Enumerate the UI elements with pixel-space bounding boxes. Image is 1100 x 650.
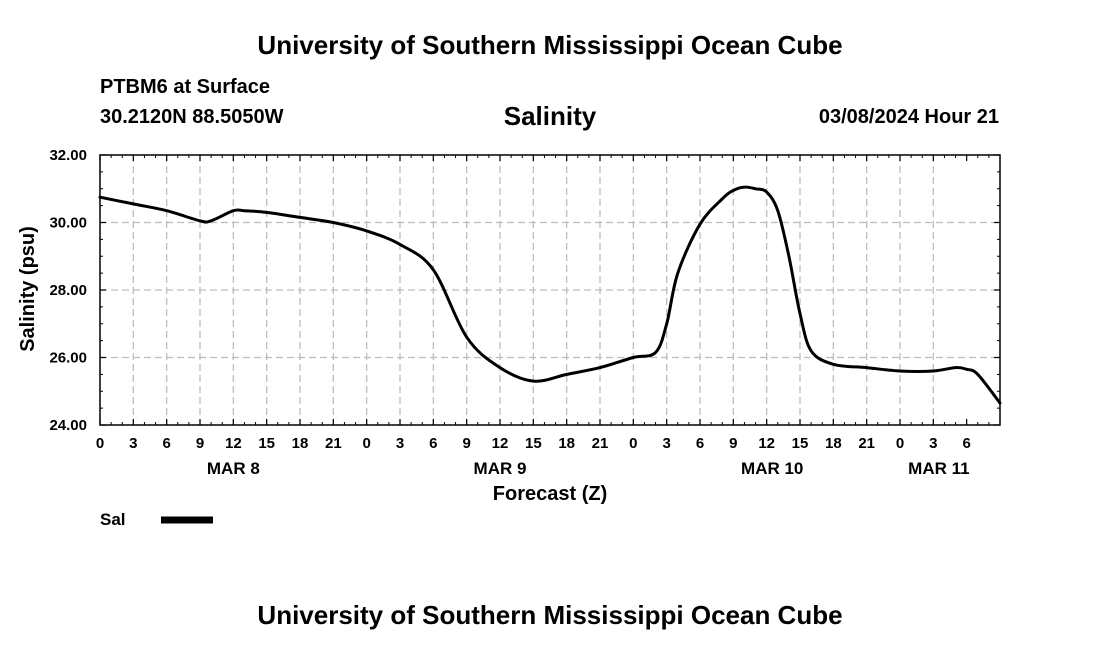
day-label: MAR 11 bbox=[908, 459, 969, 478]
y-tick-label: 24.00 bbox=[49, 417, 87, 434]
axes bbox=[99, 154, 1001, 426]
y-tick-label: 30.00 bbox=[49, 215, 87, 232]
x-tick-label: 3 bbox=[662, 435, 670, 452]
x-tick-label: 21 bbox=[592, 435, 609, 452]
x-tick-label: 6 bbox=[162, 435, 170, 452]
x-tick-label: 6 bbox=[696, 435, 704, 452]
day-labels: MAR 8 MAR 9 MAR 10 MAR 11 bbox=[207, 459, 970, 478]
x-tick-label: 0 bbox=[896, 435, 904, 452]
plot-frame bbox=[99, 154, 1001, 426]
page-title: University of Southern Mississippi Ocean… bbox=[257, 30, 843, 60]
x-tick-label: 15 bbox=[258, 435, 275, 452]
x-tick-label: 21 bbox=[325, 435, 342, 452]
x-tick-label: 18 bbox=[558, 435, 575, 452]
x-tick-label: 0 bbox=[362, 435, 370, 452]
x-tick-label: 9 bbox=[729, 435, 737, 452]
legend-label: Sal bbox=[100, 510, 126, 529]
series-line-sal bbox=[98, 185, 1002, 405]
x-tick-label: 9 bbox=[462, 435, 470, 452]
x-tick-label: 0 bbox=[96, 435, 104, 452]
x-tick-label: 12 bbox=[225, 435, 242, 452]
x-tick-labels: 0 3 6 9 12 15 18 21 0 3 6 9 12 15 18 21 0 3 6 9 12 15 18 21 0 3 6 bbox=[96, 435, 971, 452]
x-tick-label: 21 bbox=[858, 435, 875, 452]
day-label: MAR 9 bbox=[474, 459, 527, 478]
station-coordinates: 30.2120N 88.5050W bbox=[100, 106, 284, 128]
x-tick-label: 18 bbox=[825, 435, 842, 452]
day-label: MAR 10 bbox=[741, 459, 803, 478]
grid-lines bbox=[100, 155, 1000, 425]
x-tick-label: 3 bbox=[129, 435, 137, 452]
x-tick-label: 12 bbox=[492, 435, 509, 452]
x-tick-label: 6 bbox=[962, 435, 970, 452]
x-tick-label: 0 bbox=[629, 435, 637, 452]
y-tick-label: 26.00 bbox=[49, 350, 87, 367]
x-axis-label: Forecast (Z) bbox=[493, 483, 607, 505]
x-tick-label: 15 bbox=[525, 435, 542, 452]
x-tick-label: 18 bbox=[292, 435, 309, 452]
x-tick-label: 3 bbox=[929, 435, 937, 452]
footer-title: University of Southern Mississippi Ocean… bbox=[257, 600, 843, 630]
x-tick-label: 12 bbox=[758, 435, 775, 452]
station-name: PTBM6 at Surface bbox=[100, 76, 271, 98]
series-group bbox=[98, 185, 1002, 405]
y-tick-label: 32.00 bbox=[49, 147, 87, 164]
x-tick-label: 3 bbox=[396, 435, 404, 452]
y-tick-labels: 24.00 26.00 28.00 30.00 32.00 bbox=[49, 147, 87, 434]
chart-title: Salinity bbox=[503, 101, 597, 131]
x-tick-label: 6 bbox=[429, 435, 437, 452]
y-axis-label: Salinity (psu) bbox=[17, 226, 39, 352]
forecast-run-time: 03/08/2024 Hour 21 bbox=[818, 106, 999, 128]
y-tick-label: 28.00 bbox=[49, 282, 87, 299]
day-label: MAR 8 bbox=[207, 459, 260, 478]
x-tick-label: 15 bbox=[792, 435, 809, 452]
x-tick-label: 9 bbox=[196, 435, 204, 452]
